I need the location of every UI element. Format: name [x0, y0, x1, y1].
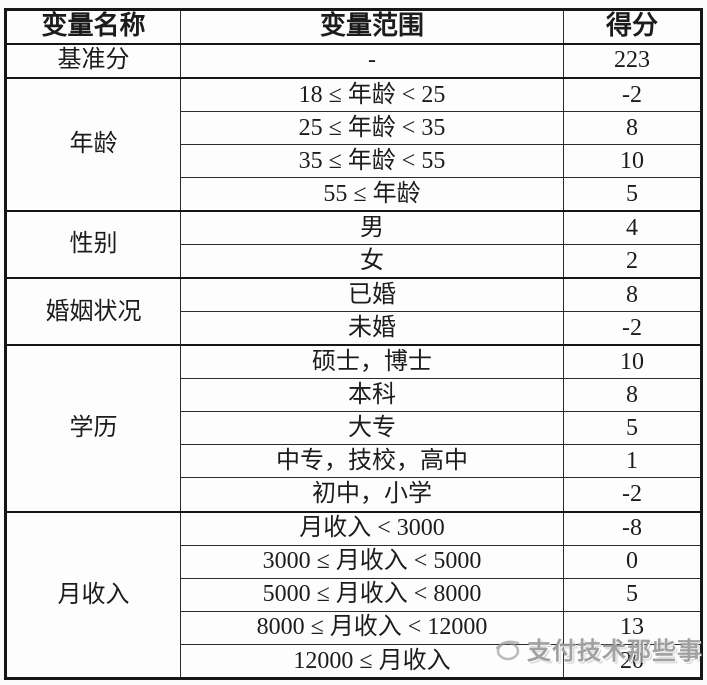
score-cell: 1: [563, 444, 702, 479]
table-row: 未婚 -2: [6, 311, 702, 346]
variable-name-cell: 性别: [5, 209, 181, 279]
score-cell: 8: [563, 110, 702, 145]
variable-name-cell: 月收入: [5, 510, 181, 679]
score-cell: 5: [563, 411, 702, 446]
table-row: 基准分 - 223: [5, 42, 702, 79]
table-header-row: 变量名称 变量范围 得分: [5, 9, 702, 45]
score-cell: -2: [563, 477, 702, 513]
range-cell: 18 ≤ 年龄 < 25: [180, 76, 564, 112]
score-cell: -2: [563, 76, 702, 112]
range-cell: 本科: [180, 378, 564, 413]
table-row: 中专，技校，高中 1: [6, 444, 702, 479]
column-header-variable-name: 变量名称: [5, 9, 181, 45]
range-cell: 35 ≤ 年龄 < 55: [180, 143, 564, 178]
range-cell: 8000 ≤ 月收入 < 12000: [180, 610, 564, 645]
table-row: 5000 ≤ 月收入 < 8000 5: [6, 577, 702, 612]
score-cell: 8: [563, 378, 702, 413]
range-cell: 未婚: [180, 311, 564, 346]
score-cell: 5: [563, 176, 702, 212]
table-row: 月收入 月收入 < 3000 -8: [5, 510, 702, 679]
variable-name-cell: 学历: [5, 344, 181, 513]
score-cell: 223: [563, 42, 702, 79]
score-cell: -2: [563, 311, 702, 346]
score-cell: 20: [563, 643, 702, 680]
table-row: 年龄 18 ≤ 年龄 < 25 -2: [5, 76, 702, 212]
range-cell: 月收入 < 3000: [180, 510, 564, 546]
range-cell: 女: [180, 244, 564, 279]
variable-name-cell: 年龄: [5, 76, 181, 212]
score-cell: 13: [563, 610, 702, 645]
table-row: 12000 ≤ 月收入 20: [6, 643, 702, 680]
score-cell: 10: [563, 344, 702, 380]
column-header-score: 得分: [563, 9, 702, 45]
range-cell: 初中，小学: [180, 477, 564, 513]
range-cell: 5000 ≤ 月收入 < 8000: [180, 577, 564, 612]
score-cell: 10: [563, 143, 702, 178]
score-cell: 5: [563, 577, 702, 612]
table-row: 25 ≤ 年龄 < 35 8: [6, 110, 702, 145]
range-cell: 3000 ≤ 月收入 < 5000: [180, 544, 564, 579]
table-row: 女 2: [6, 244, 702, 279]
range-cell: 中专，技校，高中: [180, 444, 564, 479]
range-cell: 已婚: [180, 277, 564, 313]
range-cell: 硕士，博士: [180, 344, 564, 380]
table-row: 大专 5: [6, 411, 702, 446]
table-row: 35 ≤ 年龄 < 55 10: [6, 143, 702, 178]
table-row: 性别 男 4: [5, 209, 702, 279]
score-cell: 2: [563, 244, 702, 279]
score-cell: 4: [563, 209, 702, 246]
range-cell: 25 ≤ 年龄 < 35: [180, 110, 564, 145]
table-row: 婚姻状况 已婚 8: [5, 277, 702, 346]
range-cell: 12000 ≤ 月收入: [180, 643, 564, 680]
range-cell: 男: [180, 209, 564, 246]
table-row: 8000 ≤ 月收入 < 12000 13: [6, 610, 702, 645]
score-cell: 8: [563, 277, 702, 313]
scorecard-table: 变量名称 变量范围 得分 基准分 - 223 年龄 18 ≤ 年龄 < 25 -…: [4, 8, 703, 680]
score-cell: 0: [563, 544, 702, 579]
table-row: 本科 8: [6, 378, 702, 413]
range-cell: -: [180, 42, 564, 79]
range-cell: 大专: [180, 411, 564, 446]
table-row: 学历 硕士，博士 10: [5, 344, 702, 513]
column-header-variable-range: 变量范围: [180, 9, 564, 45]
table-row: 3000 ≤ 月收入 < 5000 0: [6, 544, 702, 579]
variable-name-cell: 基准分: [5, 42, 181, 79]
score-cell: -8: [563, 510, 702, 546]
range-cell: 55 ≤ 年龄: [180, 176, 564, 212]
variable-name-cell: 婚姻状况: [5, 277, 181, 346]
